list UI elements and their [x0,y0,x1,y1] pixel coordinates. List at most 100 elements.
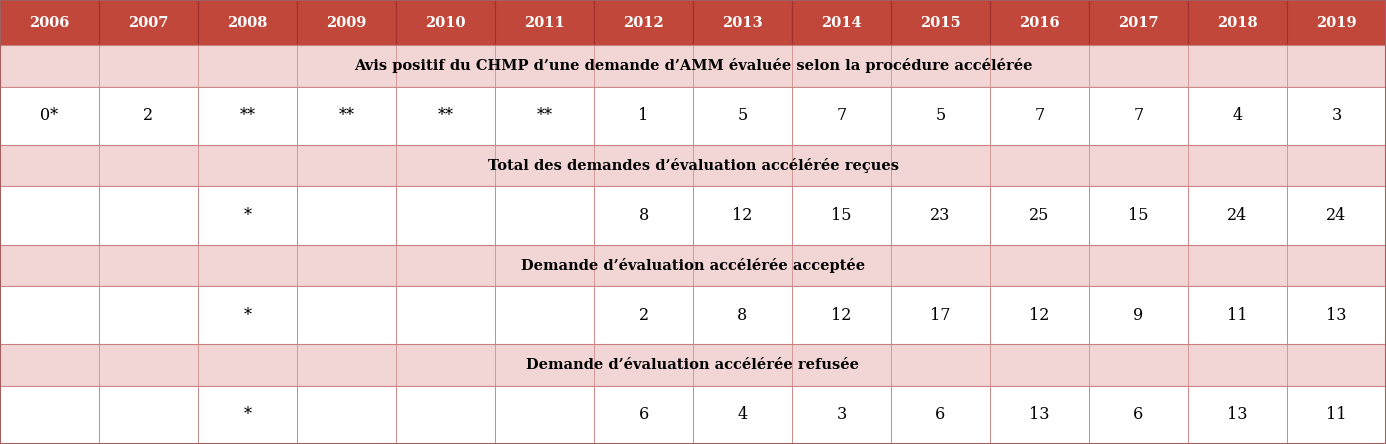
Text: 5: 5 [936,107,945,124]
Bar [1188,87,1288,145]
Text: **: ** [536,107,553,124]
Text: 6: 6 [639,406,649,424]
Bar [396,186,495,245]
Bar [98,186,198,245]
Text: 8: 8 [639,207,649,224]
Text: 8: 8 [737,307,747,324]
Text: 25: 25 [1030,207,1049,224]
Bar [396,286,495,344]
Text: Demande d’évaluation accélérée acceptée: Demande d’évaluation accélérée acceptée [521,258,865,273]
Bar [990,186,1089,245]
Bar [98,0,198,45]
Text: 11: 11 [1227,307,1247,324]
Bar [396,386,495,444]
Bar [0,186,1386,245]
Bar [0,386,1386,444]
Text: 2012: 2012 [624,16,664,30]
Text: 6: 6 [1134,406,1143,424]
Text: 4: 4 [1232,107,1243,124]
Text: 2015: 2015 [920,16,960,30]
Bar [1089,0,1188,45]
Text: 15: 15 [1128,207,1149,224]
Text: 12: 12 [832,307,851,324]
Text: **: ** [240,107,255,124]
Bar [198,386,297,444]
Bar [495,286,595,344]
Bar [693,286,791,344]
Bar [1288,286,1386,344]
Bar [693,87,791,145]
Text: 2019: 2019 [1317,16,1357,30]
Text: 2014: 2014 [821,16,862,30]
Bar [396,87,495,145]
Text: 1: 1 [639,107,649,124]
Bar [1089,286,1188,344]
Text: 9: 9 [1134,307,1143,324]
Bar [791,286,891,344]
Text: 2: 2 [143,107,154,124]
Text: 7: 7 [1034,107,1045,124]
Bar [1288,386,1386,444]
Bar [990,286,1089,344]
Bar [0,245,1386,286]
Bar [495,186,595,245]
Bar [198,87,297,145]
Bar [0,344,1386,386]
Bar [198,0,297,45]
Bar [1089,386,1188,444]
Bar [297,87,396,145]
Bar [891,186,990,245]
Text: 2013: 2013 [722,16,762,30]
Text: 0*: 0* [40,107,58,124]
Bar [495,0,595,45]
Text: 2: 2 [639,307,649,324]
Bar [198,186,297,245]
Text: 7: 7 [836,107,847,124]
Bar [0,386,98,444]
Bar [595,286,693,344]
Text: 7: 7 [1134,107,1143,124]
Text: 13: 13 [1326,307,1347,324]
Text: 15: 15 [832,207,852,224]
Bar [1288,186,1386,245]
Text: 23: 23 [930,207,951,224]
Bar [1188,286,1288,344]
Bar [791,0,891,45]
Bar [0,87,98,145]
Bar [595,386,693,444]
Bar [1288,87,1386,145]
Bar [791,386,891,444]
Text: 13: 13 [1227,406,1247,424]
Bar [1188,386,1288,444]
Text: 11: 11 [1326,406,1347,424]
Bar [891,0,990,45]
Bar [1089,87,1188,145]
Text: Demande d’évaluation accélérée refusée: Demande d’évaluation accélérée refusée [527,358,859,372]
Bar [891,286,990,344]
Text: 2007: 2007 [129,16,169,30]
Text: 6: 6 [936,406,945,424]
Text: 2011: 2011 [524,16,565,30]
Text: Total des demandes d’évaluation accélérée reçues: Total des demandes d’évaluation accéléré… [488,158,898,173]
Text: *: * [244,307,251,324]
Text: *: * [244,406,251,424]
Text: 5: 5 [737,107,747,124]
Bar [990,87,1089,145]
Bar [396,0,495,45]
Text: 17: 17 [930,307,951,324]
Text: 2006: 2006 [29,16,69,30]
Bar [595,186,693,245]
Bar [990,0,1089,45]
Bar [98,87,198,145]
Bar [0,286,98,344]
Text: 2018: 2018 [1217,16,1258,30]
Text: 24: 24 [1228,207,1247,224]
Bar [693,0,791,45]
Text: **: ** [338,107,355,124]
Bar [891,386,990,444]
Bar [0,45,1386,87]
Text: *: * [244,207,251,224]
Bar [1188,0,1288,45]
Bar [0,87,1386,145]
Bar [0,145,1386,186]
